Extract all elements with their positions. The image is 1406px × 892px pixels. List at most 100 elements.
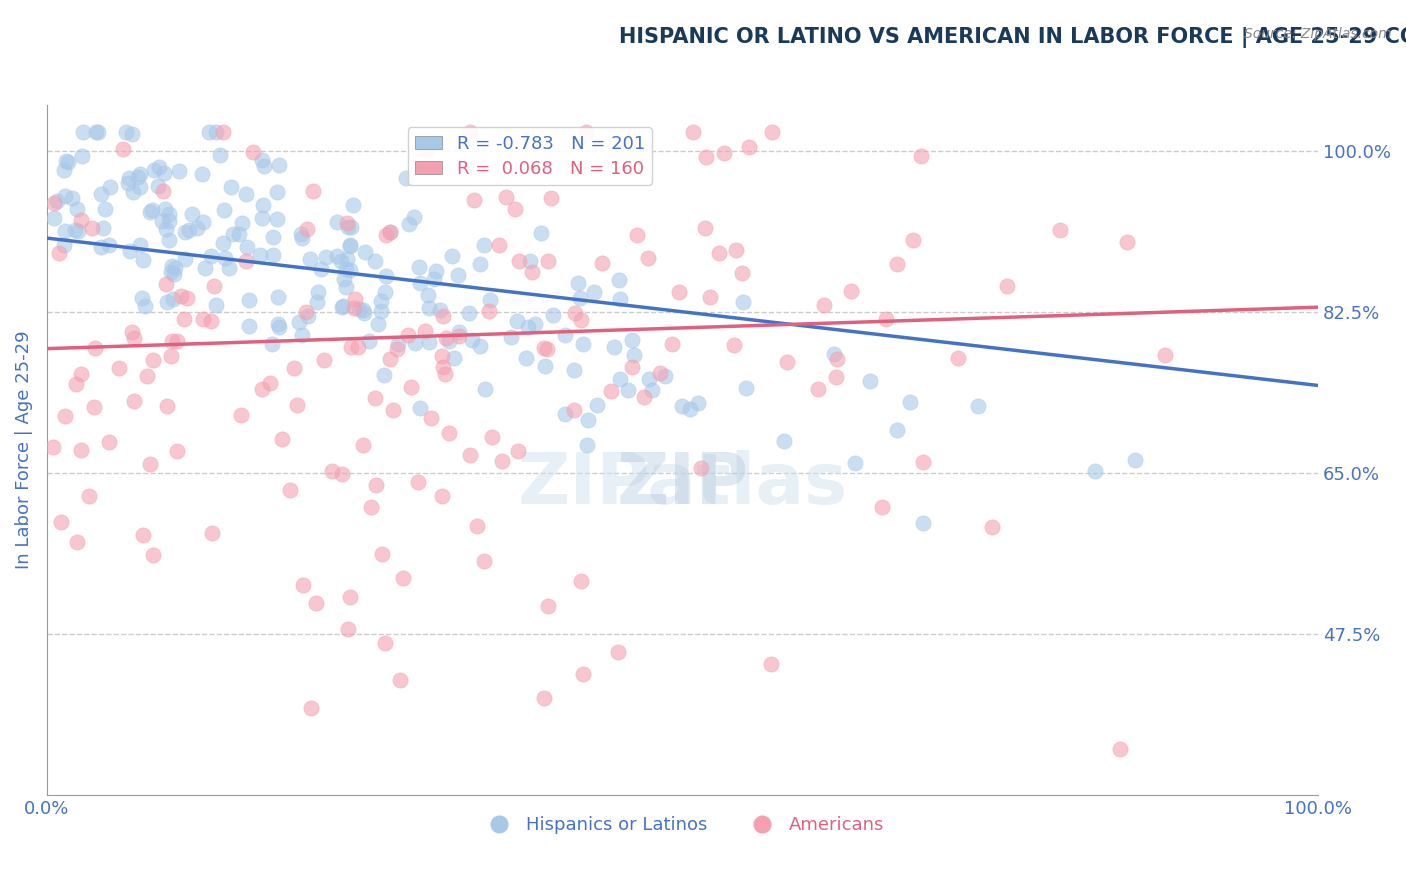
- Point: [576, 413, 599, 427]
- Point: [336, 216, 359, 230]
- Point: [267, 290, 290, 304]
- Point: [90, 186, 112, 201]
- Point: [339, 239, 361, 253]
- Point: [638, 372, 661, 386]
- Point: [425, 264, 447, 278]
- Point: [340, 340, 363, 354]
- Point: [70, 367, 93, 381]
- Point: [381, 403, 404, 417]
- Point: [725, 243, 748, 257]
- Y-axis label: In Labor Force | Age 25-29: In Labor Force | Age 25-29: [15, 331, 32, 569]
- Point: [332, 299, 354, 313]
- Point: [315, 251, 337, 265]
- Point: [813, 298, 835, 312]
- Point: [515, 351, 537, 365]
- Point: [886, 257, 908, 271]
- Point: [305, 596, 328, 610]
- Point: [156, 399, 179, 413]
- Point: [155, 222, 177, 236]
- Point: [437, 334, 460, 348]
- Point: [194, 260, 217, 275]
- Point: [174, 225, 197, 239]
- Point: [603, 340, 626, 354]
- Point: [253, 159, 276, 173]
- Point: [155, 295, 177, 310]
- Point: [398, 328, 420, 343]
- Point: [162, 292, 184, 306]
- Point: [447, 328, 470, 343]
- Point: [336, 622, 359, 636]
- Point: [554, 407, 576, 421]
- Point: [129, 237, 152, 252]
- Point: [389, 673, 412, 687]
- Text: ZIPatlas: ZIPatlas: [517, 450, 848, 519]
- Point: [995, 278, 1018, 293]
- Point: [250, 211, 273, 225]
- Point: [437, 425, 460, 440]
- Point: [209, 147, 232, 161]
- Point: [97, 435, 120, 450]
- Point: [90, 240, 112, 254]
- Point: [505, 314, 527, 328]
- Point: [363, 254, 385, 268]
- Point: [387, 337, 409, 351]
- Point: [153, 166, 176, 180]
- Point: [287, 315, 309, 329]
- Point: [759, 657, 782, 671]
- Point: [179, 222, 201, 236]
- Point: [357, 334, 380, 348]
- Point: [686, 395, 709, 409]
- Point: [93, 202, 115, 217]
- Point: [370, 294, 392, 309]
- Point: [69, 443, 91, 458]
- Point: [160, 334, 183, 348]
- Point: [53, 224, 76, 238]
- Point: [214, 251, 236, 265]
- Point: [398, 217, 420, 231]
- Point: [404, 336, 426, 351]
- Point: [495, 190, 517, 204]
- Point: [53, 409, 76, 424]
- Point: [352, 303, 374, 318]
- Point: [572, 337, 595, 351]
- Point: [176, 291, 198, 305]
- Point: [609, 372, 631, 386]
- Point: [46, 194, 69, 208]
- Point: [131, 253, 153, 268]
- Point: [374, 269, 396, 284]
- Point: [508, 253, 530, 268]
- Point: [911, 516, 934, 530]
- Point: [733, 295, 755, 310]
- Point: [235, 187, 257, 202]
- Point: [946, 351, 969, 365]
- Point: [506, 444, 529, 458]
- Point: [339, 219, 361, 234]
- Point: [66, 202, 89, 216]
- Point: [695, 150, 717, 164]
- Point: [162, 267, 184, 281]
- Point: [205, 298, 228, 312]
- Point: [575, 125, 598, 139]
- Point: [56, 155, 79, 169]
- Point: [191, 167, 214, 181]
- Point: [191, 215, 214, 229]
- Point: [668, 285, 690, 299]
- Point: [201, 526, 224, 541]
- Point: [53, 188, 76, 202]
- Point: [416, 144, 439, 158]
- Point: [364, 478, 387, 492]
- Point: [83, 341, 105, 355]
- Point: [128, 180, 150, 194]
- Point: [472, 238, 495, 252]
- Point: [648, 366, 671, 380]
- Point: [235, 240, 257, 254]
- Point: [297, 309, 319, 323]
- Point: [370, 547, 392, 561]
- Point: [404, 211, 426, 225]
- Point: [409, 277, 432, 291]
- Point: [42, 440, 65, 454]
- Point: [169, 164, 191, 178]
- Point: [399, 380, 422, 394]
- Point: [218, 260, 240, 275]
- Point: [267, 158, 290, 172]
